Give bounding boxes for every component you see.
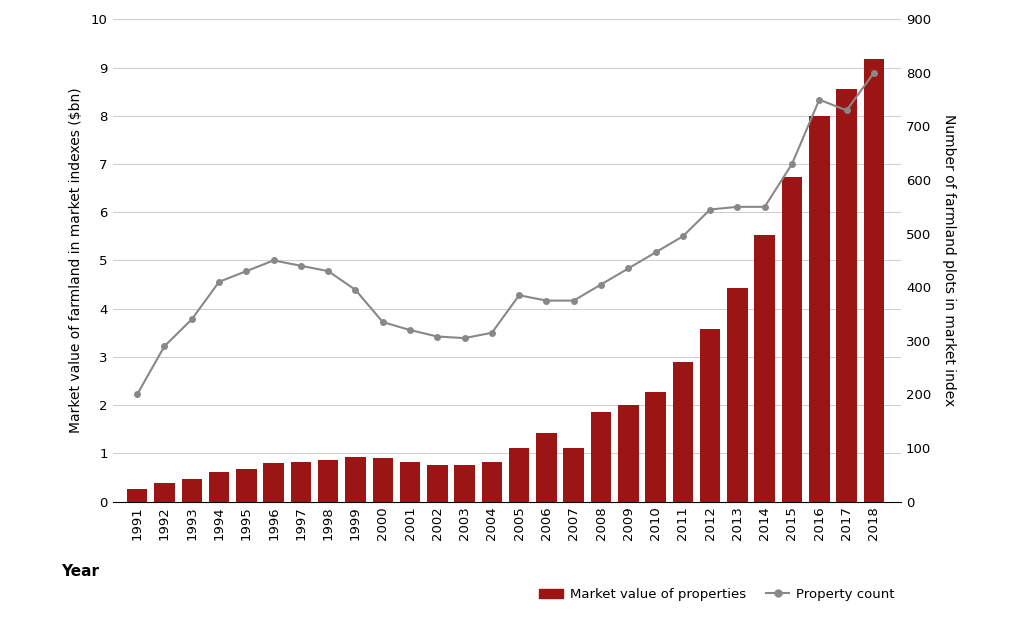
Bar (345, 457, 366, 502)
Bar (591, 412, 611, 502)
Bar (700, 329, 720, 502)
Y-axis label: Number of farmland plots in market index: Number of farmland plots in market index (942, 114, 956, 406)
Bar (673, 361, 693, 502)
Text: Year: Year (61, 565, 99, 579)
Bar (127, 489, 147, 502)
Bar (563, 449, 584, 502)
Bar (509, 449, 529, 502)
Bar (373, 458, 393, 502)
Bar (209, 472, 229, 502)
Bar (399, 462, 420, 502)
Bar (645, 392, 666, 502)
Bar (727, 288, 748, 502)
Bar (537, 433, 557, 502)
Bar (263, 463, 284, 502)
Bar (455, 466, 475, 502)
Bar (809, 116, 829, 502)
Bar (427, 466, 447, 502)
Bar (481, 462, 502, 502)
Bar (181, 479, 202, 502)
Bar (237, 469, 257, 502)
Bar (837, 89, 857, 502)
Legend: Market value of properties, Property count: Market value of properties, Property cou… (540, 588, 895, 601)
Y-axis label: Market value of farmland in market indexes ($bn): Market value of farmland in market index… (69, 87, 83, 433)
Bar (291, 462, 311, 502)
Bar (155, 484, 175, 502)
Bar (755, 235, 775, 502)
Bar (618, 405, 639, 502)
Bar (863, 59, 884, 502)
Bar (781, 177, 802, 502)
Bar (317, 460, 338, 502)
